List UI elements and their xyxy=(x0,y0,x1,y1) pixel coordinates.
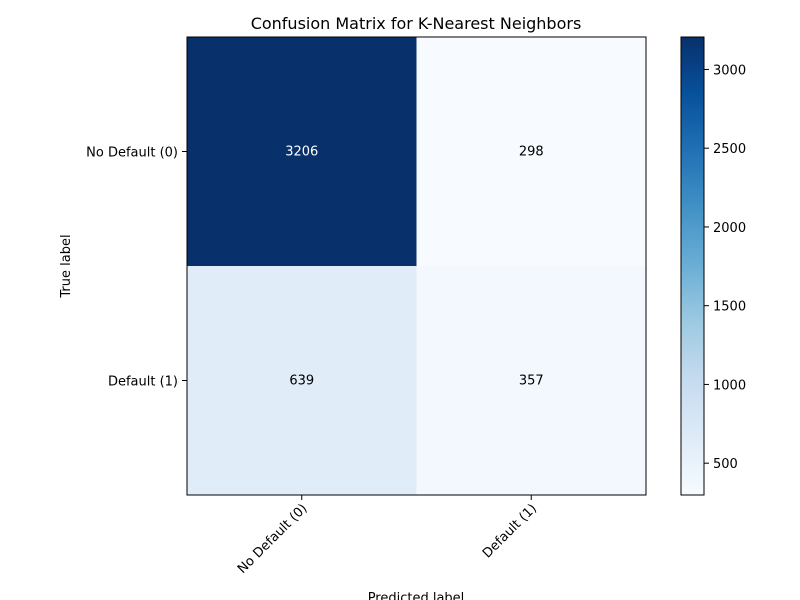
y-axis-label: True label xyxy=(59,234,74,298)
x-tick-label: No Default (0) xyxy=(235,501,311,577)
heatmap-cell xyxy=(187,37,417,266)
heatmap-cell xyxy=(187,266,417,495)
colorbar-tick-label: 3000 xyxy=(713,63,746,78)
colorbar-ticks: 500 1000 1500 2000 2500 3000 xyxy=(704,63,746,472)
colorbar-tick-label: 1500 xyxy=(713,300,746,315)
y-tick-label: No Default (0) xyxy=(86,146,178,161)
colorbar-tick-label: 2500 xyxy=(713,142,746,157)
cell-value-label: 357 xyxy=(519,374,544,389)
heatmap-cell xyxy=(416,266,646,495)
x-tick-label: Default (1) xyxy=(480,501,540,561)
colorbar xyxy=(680,36,705,496)
colorbar-tick-label: 1000 xyxy=(713,378,746,393)
chart-title: Confusion Matrix for K-Nearest Neighbors xyxy=(251,14,582,33)
x-axis-label: Predicted label xyxy=(368,591,465,600)
cell-value-label: 639 xyxy=(289,374,314,389)
heatmap-cell xyxy=(416,37,646,266)
heatmap-cells xyxy=(187,37,646,495)
x-axis-ticks: No Default (0) Default (1) xyxy=(235,495,540,577)
colorbar-tick-label: 500 xyxy=(713,457,738,472)
y-axis-ticks: No Default (0) Default (1) xyxy=(86,146,187,390)
cell-value-label: 3206 xyxy=(285,145,318,160)
colorbar-tick-label: 2000 xyxy=(713,221,746,236)
cell-value-label: 298 xyxy=(519,145,544,160)
plot-frame xyxy=(186,36,647,496)
heatmap-cell-labels: 3206 298 639 357 xyxy=(285,145,543,389)
y-tick-label: Default (1) xyxy=(108,375,178,390)
